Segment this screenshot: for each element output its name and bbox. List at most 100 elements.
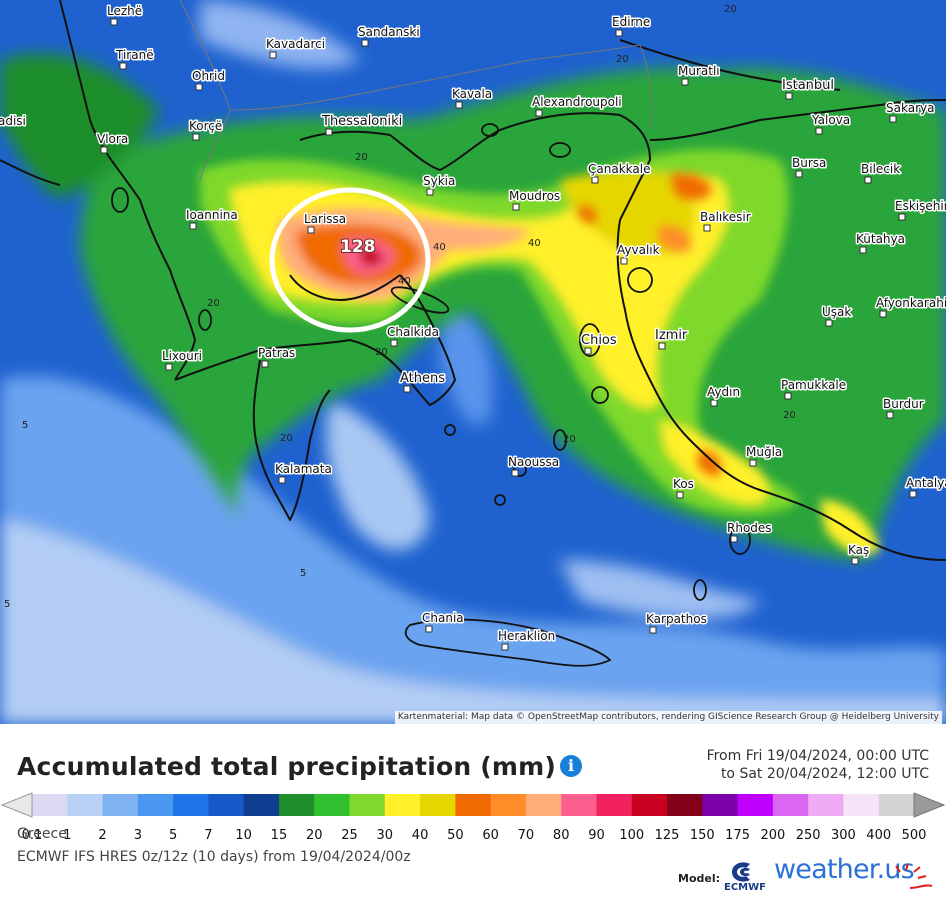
city-label: Sandanski [358, 25, 420, 39]
contour-label: 20 [783, 410, 796, 421]
scale-swatch [737, 794, 774, 816]
scale-tick-label: 25 [341, 828, 358, 843]
city-marker [785, 92, 793, 100]
city-label: Chania [422, 611, 464, 625]
city-label: Patras [258, 346, 295, 360]
scale-swatch [243, 794, 280, 816]
contour-label: 40 [528, 238, 541, 249]
info-icon[interactable]: i [560, 755, 582, 777]
scale-swatch [314, 794, 351, 816]
contour-label: 40 [398, 276, 411, 287]
city-marker [455, 101, 463, 109]
city-label: Sakarya [886, 101, 934, 115]
scale-tick-label: 20 [306, 828, 323, 843]
scale-swatch [173, 794, 209, 816]
precip-field-core [277, 173, 722, 476]
scale-swatch [702, 794, 739, 816]
city-marker [909, 490, 917, 498]
city-marker [795, 170, 803, 178]
city-label: Eskişehir [895, 199, 946, 213]
precip-field-low [0, 0, 946, 724]
city-marker [749, 459, 757, 467]
city-marker [535, 109, 543, 117]
brand-sun-icon [895, 863, 933, 889]
contour-label: 20 [563, 434, 576, 445]
city-marker [825, 319, 833, 327]
precipitation-map[interactable]: 20 20 40 40 20 20 20 20 5 5 5 20 40 20 1… [0, 0, 946, 724]
city-marker [361, 39, 369, 47]
scale-swatch [490, 794, 527, 816]
scale-tick-label: 100 [619, 828, 644, 843]
scale-swatch [772, 794, 809, 816]
scale-tick-label: 30 [377, 828, 394, 843]
city-label: adisi [0, 114, 26, 128]
city-marker [512, 203, 520, 211]
city-label: Kavadarci [266, 37, 325, 51]
city-label: Athens [400, 371, 445, 386]
city-label: Larissa [304, 212, 346, 226]
scale-tick-label: 90 [588, 828, 605, 843]
city-label: Afyonkarahisar [876, 296, 946, 310]
city-marker [710, 399, 718, 407]
city-marker [110, 18, 118, 26]
scale-tick-label: 10 [235, 828, 252, 843]
scale-swatch [384, 794, 421, 816]
scale-swatch [137, 794, 174, 816]
city-label: Lezhë [107, 4, 142, 18]
city-label: Chios [581, 333, 617, 348]
city-marker [390, 339, 398, 347]
scale-swatch [808, 794, 844, 816]
scale-tick-label: 5 [169, 828, 177, 843]
highlight-circle [269, 187, 431, 333]
city-label: Alexandroupoli [532, 95, 622, 109]
scale-swatch [32, 794, 68, 816]
map-canvas: 20 20 40 40 20 20 20 20 5 5 5 20 40 20 1… [0, 0, 946, 724]
scale-tick-label: 50 [447, 828, 464, 843]
map-attribution: Kartenmaterial: Map data © OpenStreetMap… [394, 711, 942, 724]
scale-tick-label: 200 [760, 828, 785, 843]
brand-logo[interactable]: weather.us [774, 854, 915, 885]
scale-swatch [420, 794, 456, 816]
city-marker [501, 643, 509, 651]
city-marker [269, 51, 277, 59]
contour-labels: 20 20 40 40 20 20 20 20 5 5 5 20 40 20 [4, 4, 796, 610]
model-label: Model: [678, 872, 721, 885]
city-label: Sykia [423, 174, 455, 188]
city-marker [119, 62, 127, 70]
city-label: Tiranë [115, 48, 154, 62]
scale-tick-labels: 0.1 1 2 3 5 7 10 15 20 25 30 40 50 60 70 80 90 100 125 150 1… [22, 828, 927, 843]
scale-tick-label: 2 [98, 828, 106, 843]
city-label: Çanakkale [588, 162, 650, 176]
city-marker [658, 342, 666, 350]
scale-swatch [596, 794, 633, 816]
city-label: Lixouri [162, 349, 202, 363]
time-to: to Sat 20/04/2024, 12:00 UTC [720, 766, 929, 782]
city-marker [189, 222, 197, 230]
scale-tick-label: 500 [902, 828, 927, 843]
scale-swatch [667, 794, 703, 816]
city-marker [703, 224, 711, 232]
scale-tick-label: 15 [271, 828, 288, 843]
city-label: Kütahya [856, 232, 905, 246]
city-marker [898, 213, 906, 221]
city-marker [851, 557, 859, 565]
city-label: Antalya [906, 476, 946, 490]
city-marker [681, 78, 689, 86]
city-label: Uşak [822, 305, 851, 319]
scale-tick-label: 7 [204, 828, 212, 843]
city-label: Karpathos [646, 612, 707, 626]
scale-swatch [631, 794, 668, 816]
scale-tick-label: 70 [518, 828, 535, 843]
borders [179, 0, 653, 181]
city-label: Balıkesir [700, 210, 751, 224]
scale-tick-label: 3 [134, 828, 142, 843]
scale-swatch [67, 794, 104, 816]
legend-title: Accumulated total precipitation (mm) [17, 752, 556, 781]
city-marker [584, 347, 592, 355]
city-labels: Lezhë Tiranë Ohrid Kavadarci Sandanski Edirne… [0, 3, 946, 651]
scale-tick-label: 400 [866, 828, 891, 843]
contour-label: 20 [207, 298, 220, 309]
city-label: Heraklion [498, 629, 555, 643]
city-marker [425, 625, 433, 633]
city-label: Pamukkale [781, 378, 846, 392]
